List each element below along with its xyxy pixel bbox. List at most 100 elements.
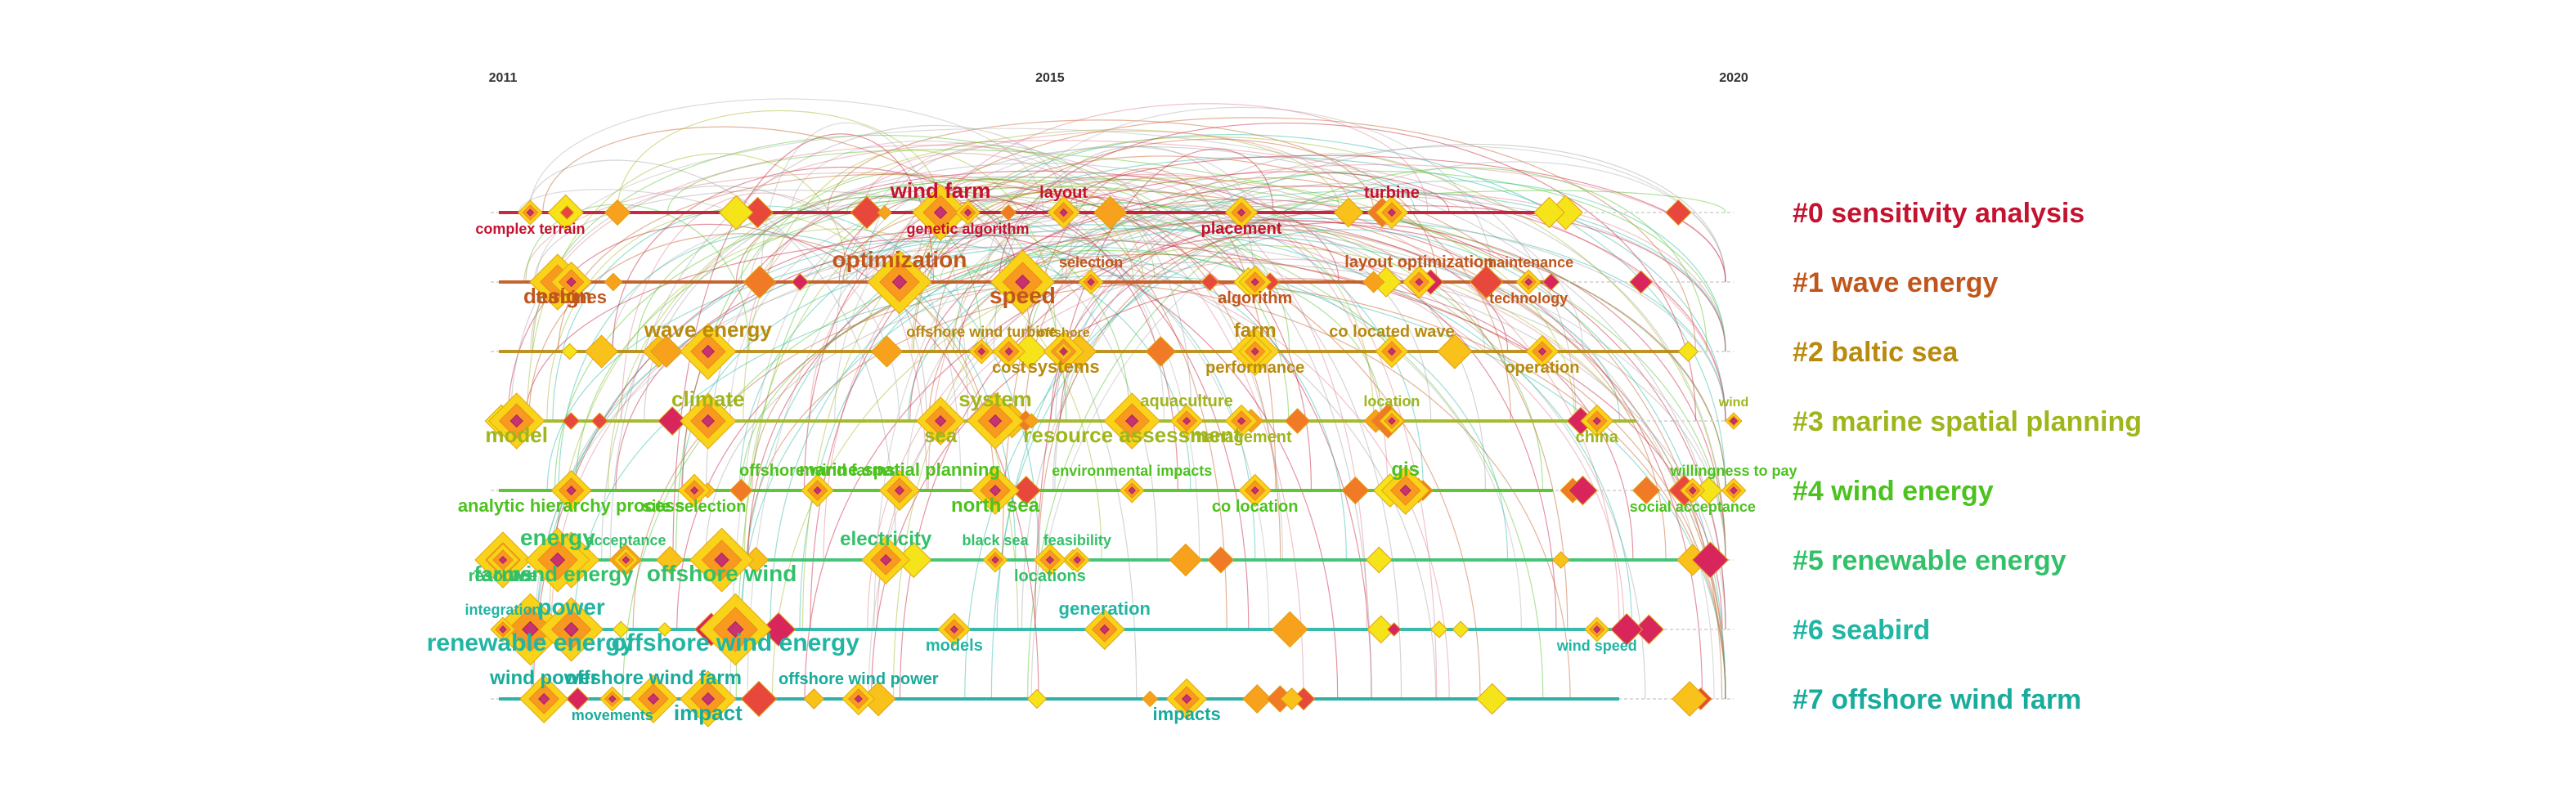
co-occurrence-link (528, 233, 995, 491)
keyword-node (649, 335, 683, 368)
keyword-node (1280, 687, 1304, 710)
co-occurrence-link (1002, 168, 1277, 561)
keyword-labels: complex terrain wind farm genetic algorith… (427, 178, 1797, 725)
keyword-node-core (977, 347, 985, 356)
keyword-label: wind (1718, 396, 1748, 410)
keyword-node (566, 687, 590, 711)
keyword-node (656, 545, 684, 575)
keyword-node-core (714, 552, 729, 568)
keyword-label: impacts (1153, 704, 1221, 724)
keyword-node (877, 204, 892, 221)
keyword-node-core (1087, 278, 1095, 286)
keyword-node-core (1073, 556, 1082, 564)
co-occurrence-link (747, 171, 1450, 561)
keyword-node-core (1004, 347, 1013, 356)
keyword-label: technology (1489, 290, 1568, 307)
keyword-node-core (690, 486, 699, 495)
keyword-node-core (538, 692, 550, 705)
keyword-label: model (485, 423, 548, 447)
keyword-node-core (1045, 555, 1054, 565)
keyword-node-core (1250, 347, 1259, 356)
keyword-node-core (991, 556, 999, 564)
keyword-node-core (1388, 417, 1396, 425)
keyword-node (1145, 336, 1177, 367)
keyword-label: offshore wind turbine (906, 324, 1057, 340)
keyword-node-core (1236, 208, 1246, 217)
keyword-node-core (1128, 486, 1136, 495)
co-occurrence-link (770, 253, 1347, 630)
co-occurrence-link (666, 149, 1726, 561)
year-tick-2015: 2015 (1035, 71, 1065, 85)
co-occurrence-link (527, 159, 897, 561)
co-occurrence-link (621, 192, 927, 491)
keyword-node-core (701, 414, 716, 428)
year-axis: 2011 2015 2020 (489, 71, 1748, 85)
co-occurrence-link (924, 136, 1726, 561)
co-occurrence-link (834, 146, 1249, 422)
keyword-node (740, 680, 778, 718)
co-occurrence-link (747, 196, 1200, 700)
keyword-label: resource (469, 567, 538, 585)
keyword-node-core (1730, 417, 1738, 425)
keyword-node-core (1099, 624, 1110, 635)
keyword-label: marine spatial planning (799, 459, 1000, 480)
keyword-label: placement (1201, 220, 1282, 238)
co-occurrence-link (791, 141, 1284, 561)
keyword-node-core (1689, 486, 1697, 495)
keyword-label: energy (520, 525, 595, 550)
keyword-label: co located wave (1329, 323, 1454, 341)
keyword-label: environmental impacts (1052, 463, 1212, 479)
keyword-node-core (1415, 277, 1424, 287)
co-occurrence-link (601, 196, 1158, 561)
keyword-label: turbines (536, 287, 607, 307)
keyword-node (559, 205, 575, 220)
keyword-node-core (880, 553, 892, 566)
co-occurrence-link (681, 190, 1250, 630)
co-occurrence-link (827, 119, 1375, 213)
co-occurrence-link (536, 128, 1584, 352)
co-occurrence-link (609, 124, 1067, 561)
keyword-label: black sea (962, 532, 1029, 548)
keyword-node (1093, 195, 1128, 230)
keyword-nodes (474, 184, 1747, 728)
co-occurrence-link (552, 205, 1039, 561)
keyword-node-core (949, 625, 958, 634)
co-occurrence-link (1066, 154, 1726, 283)
keyword-node-core (989, 484, 1002, 497)
co-occurrence-link (1055, 183, 1726, 561)
co-occurrence-link (549, 228, 1102, 630)
keyword-label: optimization (832, 247, 967, 272)
keyword-node (1142, 690, 1159, 708)
keyword-node (1011, 475, 1041, 506)
co-occurrence-link (746, 130, 1352, 352)
keyword-node-core (701, 344, 716, 359)
keyword-label: management (1191, 428, 1292, 446)
co-occurrence-link (1027, 167, 1708, 700)
keyword-node (1362, 271, 1385, 293)
keyword-node-core (1399, 484, 1411, 497)
co-occurrence-link (999, 123, 1697, 422)
co-occurrence-link (542, 126, 1033, 352)
keyword-node-core (509, 414, 523, 428)
keyword-node-core (550, 552, 566, 568)
keyword-label: operation (1505, 359, 1579, 377)
keyword-node (1242, 684, 1272, 714)
keyword-node-core (526, 208, 535, 217)
keyword-node (1341, 476, 1370, 505)
keyword-node (718, 195, 754, 231)
keyword-label: acceptance (586, 532, 666, 548)
keyword-node-core (1059, 347, 1068, 356)
keyword-node (803, 688, 825, 710)
keyword-label: co location (1212, 498, 1299, 516)
co-occurrence-link (558, 173, 1481, 700)
cluster-label-1: #1 wave energy (1793, 267, 1998, 298)
co-occurrence-link (909, 199, 1726, 630)
cluster-label-5: #5 renewable energy (1793, 545, 2067, 576)
keyword-node (1469, 265, 1504, 299)
co-occurrence-link (862, 152, 1304, 700)
keyword-node-core (563, 621, 579, 638)
co-occurrence-link (740, 190, 1726, 630)
co-occurrence-link (855, 146, 1726, 630)
keyword-label: offshore wind energy (612, 629, 860, 656)
keyword-label: sea (924, 425, 958, 447)
